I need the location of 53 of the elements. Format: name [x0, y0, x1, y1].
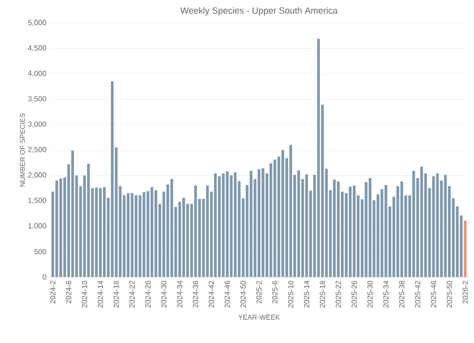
bar	[352, 186, 356, 277]
bar	[317, 38, 320, 277]
bar	[138, 195, 142, 277]
bar	[384, 185, 388, 277]
bar	[368, 178, 372, 277]
bar	[420, 166, 423, 277]
bar	[218, 176, 221, 277]
bar	[214, 173, 217, 277]
bar	[400, 181, 404, 277]
bar	[226, 171, 229, 277]
bar	[59, 178, 62, 277]
bar	[182, 198, 185, 277]
bar	[289, 144, 292, 277]
bar	[270, 163, 272, 277]
bar	[55, 180, 58, 277]
bar	[150, 187, 154, 277]
bar	[380, 189, 384, 277]
bar	[230, 175, 233, 277]
bar	[333, 179, 336, 277]
bar	[258, 169, 260, 277]
bar	[281, 150, 284, 277]
bar	[126, 193, 130, 277]
bar	[71, 150, 74, 277]
bar	[297, 170, 300, 277]
bar	[336, 181, 340, 277]
chart-title: Weekly Species - Upper South America	[180, 7, 338, 16]
bar	[142, 192, 146, 277]
bar	[110, 81, 114, 277]
bar	[305, 174, 308, 277]
bar	[262, 168, 264, 277]
bar	[222, 173, 225, 277]
bar	[234, 172, 237, 277]
bar	[274, 160, 276, 277]
bar	[206, 186, 209, 277]
bar	[444, 174, 447, 277]
bar	[194, 186, 197, 277]
bar	[170, 178, 174, 277]
bar	[95, 188, 98, 277]
bar	[412, 170, 416, 277]
bar	[102, 187, 106, 277]
bar	[99, 188, 102, 277]
bar	[436, 173, 439, 277]
bar	[154, 190, 158, 277]
bar	[432, 176, 435, 277]
bar	[178, 202, 182, 277]
bar	[87, 164, 90, 277]
bar	[250, 170, 252, 277]
bar	[464, 220, 467, 277]
bar	[134, 195, 138, 277]
bar	[348, 186, 352, 277]
bar	[364, 182, 368, 277]
bar	[146, 191, 150, 277]
bar	[130, 193, 134, 277]
